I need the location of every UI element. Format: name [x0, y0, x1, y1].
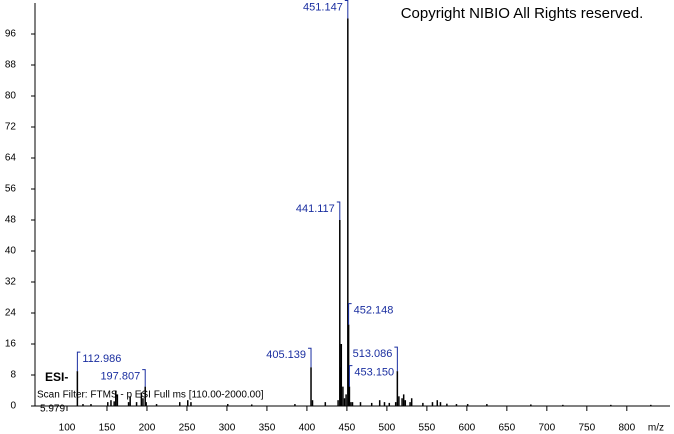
y-tick-label: 32	[5, 277, 17, 288]
x-tick-label: 650	[499, 423, 516, 434]
y-tick-label: 48	[5, 215, 17, 226]
label-bracket	[336, 201, 341, 220]
peak-label: 452.148	[354, 305, 394, 317]
peak-label: 112.986	[82, 353, 121, 365]
x-tick-label: 750	[578, 423, 595, 434]
x-tick-label: 350	[259, 423, 276, 434]
x-tick-label: 100	[59, 423, 76, 434]
x-tick-label: 300	[219, 423, 236, 434]
copyright: Copyright NIBIO All Rights reserved.	[401, 5, 644, 22]
y-tick-label: 72	[5, 122, 17, 133]
label-bracket	[308, 347, 312, 368]
x-tick-label: 200	[139, 423, 156, 434]
label-bracket	[348, 365, 353, 387]
y-tick-label: 96	[5, 29, 17, 40]
label-bracket	[344, 0, 349, 19]
scan-filter: Scan Filter: FTMS - p ESI Full ms [110.0…	[37, 390, 264, 401]
peak-label: 441.117	[296, 203, 335, 215]
y-tick-label: 40	[5, 246, 17, 257]
peak-label: 405.139	[266, 349, 306, 361]
peak-label: 197.807	[100, 371, 140, 383]
x-tick-label: 600	[459, 423, 476, 434]
label-bracket	[142, 369, 146, 387]
x-tick-label: 550	[419, 423, 436, 434]
label-bracket	[394, 346, 398, 372]
retention-time: 5.979	[40, 404, 65, 415]
y-tick-label: 80	[5, 91, 17, 102]
y-tick-label: 88	[5, 60, 17, 71]
label-bracket	[348, 303, 352, 325]
y-tick-label: 0	[10, 401, 16, 412]
y-tick-label: 56	[5, 184, 17, 195]
peak-label: 451.147	[303, 1, 343, 13]
y-tick-label: 24	[5, 308, 17, 319]
y-tick-label: 16	[5, 339, 17, 350]
peak-label: 513.086	[353, 348, 393, 360]
ion-mode: ESI-	[45, 370, 68, 384]
peak-label: 453.150	[354, 367, 394, 379]
x-tick-label: 700	[538, 423, 555, 434]
y-tick-label: 8	[10, 370, 16, 381]
x-tick-label: 400	[299, 423, 316, 434]
x-axis-label: m/z	[648, 423, 664, 434]
x-tick-label: 250	[179, 423, 196, 434]
x-tick-label: 500	[379, 423, 396, 434]
y-tick-label: 64	[5, 153, 17, 164]
label-bracket	[76, 351, 81, 372]
x-tick-label: 800	[618, 423, 635, 434]
x-tick-label: 450	[339, 423, 356, 434]
x-tick-label: 150	[99, 423, 116, 434]
